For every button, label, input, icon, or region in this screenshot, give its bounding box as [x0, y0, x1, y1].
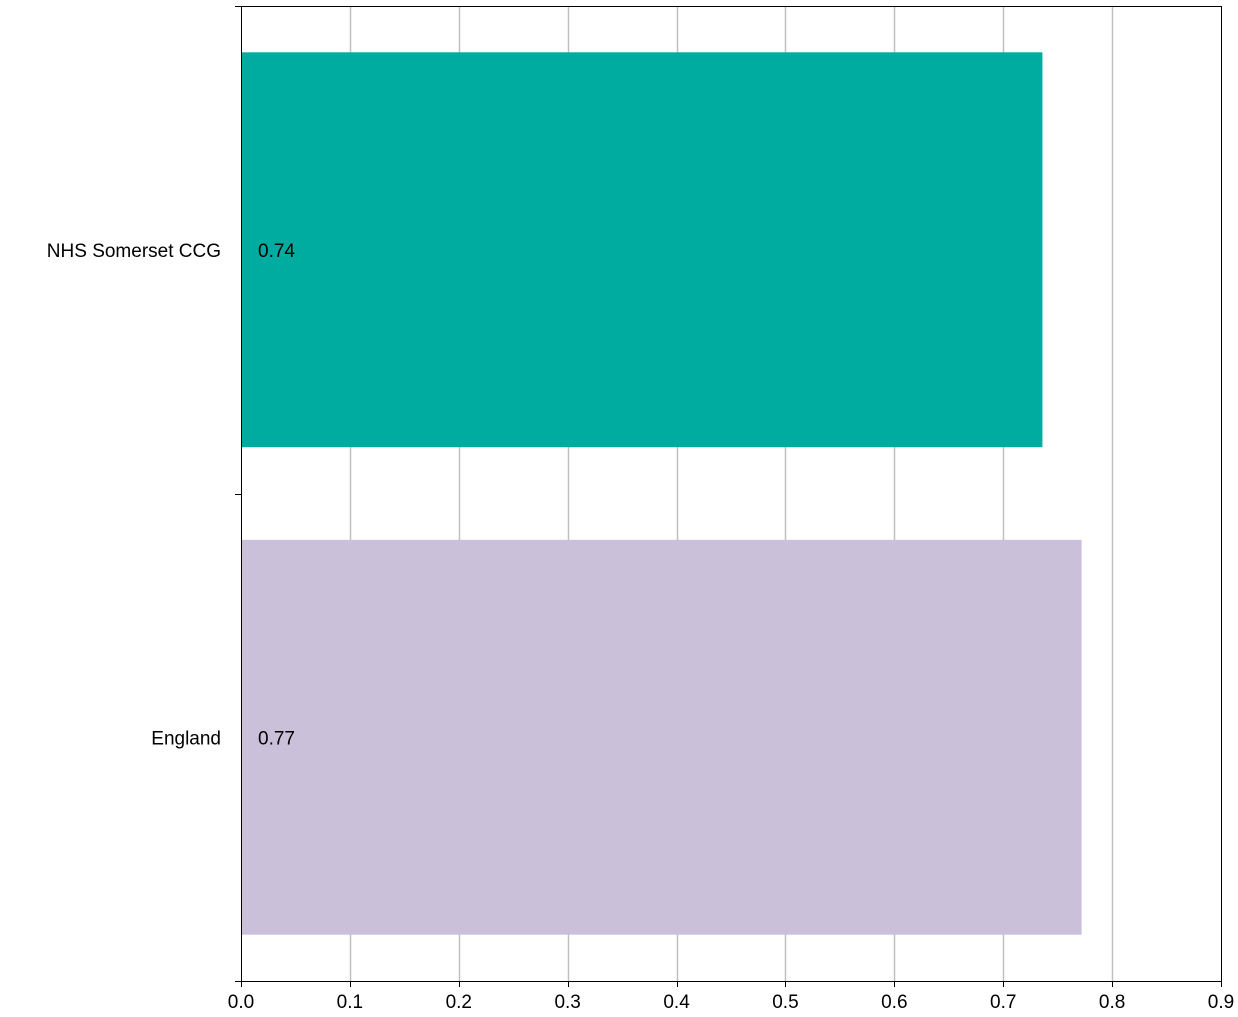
category-label: England: [151, 728, 221, 749]
x-tick-label: 0.0: [228, 992, 254, 1013]
data-label: 0.74: [258, 241, 295, 262]
x-tick-label: 0.8: [1099, 992, 1125, 1013]
data-label: 0.77: [258, 728, 295, 749]
axes: [235, 6, 1222, 987]
bar: [241, 52, 1043, 448]
x-tick-label: 0.7: [990, 992, 1016, 1013]
x-tick-label: 0.4: [663, 992, 690, 1013]
bars: [241, 52, 1082, 935]
category-label: NHS Somerset CCG: [47, 241, 221, 262]
x-tick-label: 0.2: [446, 992, 472, 1013]
labels: 0.0 0.1 0.2 0.3 0.4 0.5 0.6 0.7 0.8 0.9 0.74 NHS So…: [47, 241, 1234, 1013]
x-tick-label: 0.5: [772, 992, 798, 1013]
bar: [241, 539, 1082, 935]
x-tick-label: 0.1: [337, 992, 363, 1013]
x-tick-label: 0.6: [881, 992, 907, 1013]
x-tick-label: 0.3: [554, 992, 580, 1013]
x-tick-label: 0.9: [1208, 992, 1234, 1013]
